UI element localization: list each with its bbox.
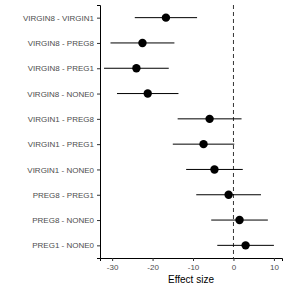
- x-tick-label: 10: [270, 263, 279, 272]
- point: [241, 241, 249, 249]
- x-tick: 10: [270, 258, 279, 272]
- y-tick-mark: [97, 94, 100, 95]
- y-tick: VIRGIN8 - NONE0: [27, 90, 100, 99]
- y-tick: VIRGIN1 - PREG1: [28, 140, 100, 149]
- y-tick: VIRGIN8 - PREG8: [28, 39, 100, 48]
- y-tick-mark: [97, 220, 100, 221]
- y-tick-mark: [97, 43, 100, 44]
- y-tick: VIRGIN8 - PREG1: [28, 64, 100, 73]
- x-tick-label: 0: [232, 263, 237, 272]
- y-tick-label: VIRGIN1 - NONE0: [27, 166, 94, 175]
- point: [224, 191, 232, 199]
- y-tick: VIRGIN1 - NONE0: [27, 166, 100, 175]
- point: [210, 165, 218, 173]
- x-tick-mark: [193, 258, 194, 261]
- x-tick-mark: [274, 258, 275, 261]
- y-axis-line: [97, 6, 101, 259]
- x-tick-label: -10: [188, 263, 200, 272]
- point: [162, 13, 170, 21]
- x-tick: -10: [188, 258, 200, 272]
- x-axis: -30 -20 -10 0 10: [101, 258, 283, 272]
- y-tick-label: VIRGIN1 - PREG8: [28, 115, 95, 124]
- x-tick-mark: [112, 258, 113, 261]
- y-tick-label: VIRGIN8 - PREG1: [28, 64, 95, 73]
- y-tick-mark: [97, 68, 100, 69]
- y-tick-label: PREG1 - NONE0: [32, 241, 94, 250]
- y-axis: VIRGIN8 - VIRGIN1 VIRGIN8 - PREG8 VIRGIN8 …: [23, 6, 101, 259]
- point: [199, 140, 207, 148]
- y-tick-mark: [97, 18, 100, 19]
- y-tick-mark: [97, 119, 100, 120]
- x-tick: 0: [232, 258, 237, 272]
- point: [138, 39, 146, 47]
- y-tick-label: VIRGIN8 - VIRGIN1: [23, 14, 95, 23]
- y-tick-mark: [97, 245, 100, 246]
- y-tick-mark: [97, 169, 100, 170]
- y-tick-label: PREG8 - NONE0: [32, 216, 94, 225]
- point: [235, 216, 243, 224]
- y-tick: PREG8 - NONE0: [32, 216, 100, 225]
- point: [205, 115, 213, 123]
- y-tick: PREG1 - NONE0: [32, 241, 100, 250]
- x-axis-line: [101, 259, 283, 262]
- x-tick: -20: [147, 258, 159, 272]
- x-axis-title: Effect size: [168, 274, 214, 285]
- x-tick-mark: [153, 258, 154, 261]
- y-tick-mark: [97, 144, 100, 145]
- x-tick: -30: [107, 258, 119, 272]
- plot-area: [104, 5, 274, 258]
- y-tick-label: VIRGIN1 - PREG1: [28, 140, 95, 149]
- y-tick-mark: [97, 195, 100, 196]
- x-tick-mark: [233, 258, 234, 261]
- y-tick: PREG8 - PREG1: [33, 191, 100, 200]
- chart: -30 -20 -10 0 10 VIRGIN8 - VIRGIN1 VIRGIN8 - P…: [0, 0, 288, 288]
- point: [144, 89, 152, 97]
- x-tick-label: -30: [107, 263, 119, 272]
- y-tick: VIRGIN1 - PREG8: [28, 115, 100, 124]
- y-tick-label: PREG8 - PREG1: [33, 191, 95, 200]
- y-tick-label: VIRGIN8 - NONE0: [27, 90, 94, 99]
- point: [132, 64, 140, 72]
- x-tick-label: -20: [147, 263, 159, 272]
- y-tick-label: VIRGIN8 - PREG8: [28, 39, 95, 48]
- y-tick: VIRGIN8 - VIRGIN1: [23, 14, 100, 23]
